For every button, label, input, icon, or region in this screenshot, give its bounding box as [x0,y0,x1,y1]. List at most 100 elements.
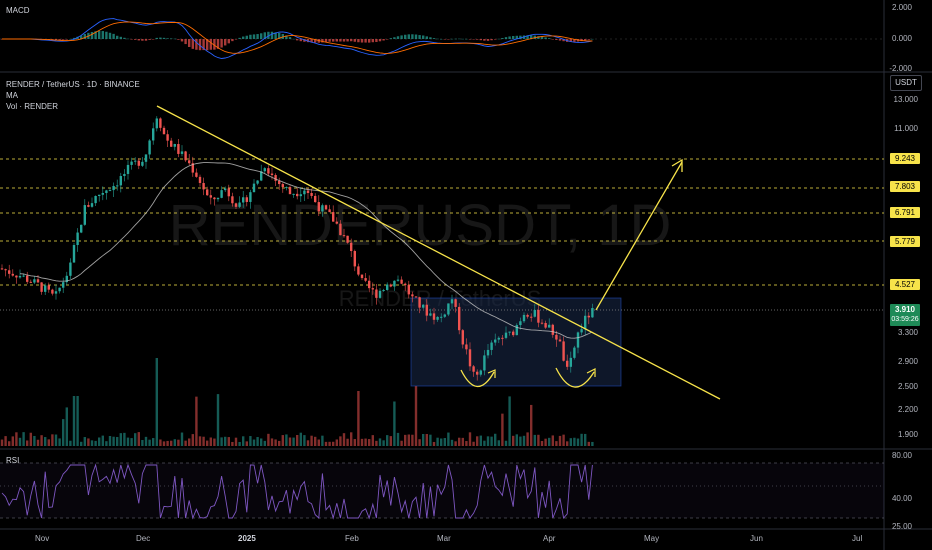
candle-body[interactable] [418,297,421,308]
candle-body[interactable] [360,274,364,279]
candle-body[interactable] [558,339,562,342]
candle-body[interactable] [123,173,126,177]
candle-body[interactable] [342,235,346,237]
candle-body[interactable] [335,221,338,224]
candle-body[interactable] [317,202,320,212]
candle-body[interactable] [72,245,76,263]
candle-body[interactable] [332,212,335,222]
candle-body[interactable] [54,291,58,294]
candle-body[interactable] [490,342,493,350]
candle-body[interactable] [562,341,565,361]
candle-body[interactable] [299,194,302,197]
candle-body[interactable] [414,296,418,298]
candle-body[interactable] [137,160,140,166]
candle-body[interactable] [458,306,461,331]
candle-body[interactable] [465,344,468,350]
candle-body[interactable] [249,192,252,202]
candle-body[interactable] [443,314,446,317]
currency-button[interactable]: USDT [890,75,922,91]
candle-body[interactable] [260,171,263,181]
candle-body[interactable] [422,304,425,308]
candle-body[interactable] [47,285,50,290]
candle-body[interactable] [497,337,500,340]
candle-body[interactable] [231,196,234,204]
candle-body[interactable] [134,160,137,162]
candle-body[interactable] [263,168,266,172]
candle-body[interactable] [324,205,328,210]
candle-body[interactable] [270,173,274,176]
candle-body[interactable] [15,275,18,278]
candle-body[interactable] [162,127,166,135]
candle-body[interactable] [216,197,220,200]
rsi-title[interactable]: RSI [6,456,20,465]
candle-body[interactable] [224,188,227,191]
candle-body[interactable] [548,324,551,328]
candle-body[interactable] [339,223,342,236]
bottom-arc-right[interactable] [555,367,595,388]
signal-line[interactable] [2,21,593,54]
candle-body[interactable] [152,128,155,141]
candle-body[interactable] [555,334,558,340]
candle-body[interactable] [256,180,259,184]
candle-body[interactable] [486,349,490,356]
candle-body[interactable] [195,172,198,177]
candle-body[interactable] [296,193,299,197]
candle-body[interactable] [393,280,396,287]
candle-body[interactable] [166,134,169,141]
candle-body[interactable] [180,151,184,154]
level-badge[interactable]: 5.779 [890,236,920,247]
candle-body[interactable] [425,304,428,316]
candle-body[interactable] [472,366,475,372]
candle-body[interactable] [310,192,313,196]
candle-body[interactable] [285,187,288,189]
range-rectangle[interactable] [410,297,622,387]
candle-body[interactable] [454,299,457,307]
candle-body[interactable] [587,315,590,318]
candle-body[interactable] [22,275,25,277]
macd-line[interactable] [2,18,593,59]
candle-body[interactable] [292,193,295,195]
candle-body[interactable] [141,161,144,166]
candle-body[interactable] [69,262,72,276]
candle-body[interactable] [436,316,439,320]
candle-body[interactable] [206,189,209,196]
candle-body[interactable] [483,355,486,371]
candle-body[interactable] [447,303,450,315]
candle-body[interactable] [494,339,497,343]
candle-body[interactable] [11,273,14,276]
candle-body[interactable] [159,118,162,128]
candle-body[interactable] [112,185,115,191]
candle-body[interactable] [245,197,248,202]
candle-body[interactable] [386,284,389,291]
candle-body[interactable] [432,313,436,320]
candle-body[interactable] [429,313,432,316]
candle-body[interactable] [540,322,544,324]
level-badge[interactable]: 9.243 [890,153,920,164]
candle-body[interactable] [350,242,353,252]
candle-body[interactable] [29,281,32,283]
candle-body[interactable] [76,232,79,246]
candle-body[interactable] [4,269,7,271]
candle-body[interactable] [314,195,317,203]
candle-body[interactable] [36,279,40,283]
candle-body[interactable] [537,309,540,323]
candle-body[interactable] [306,190,310,193]
candle-body[interactable] [188,160,191,164]
candle-body[interactable] [396,279,400,281]
candle-body[interactable] [411,294,414,297]
candle-body[interactable] [191,163,194,173]
macd-title[interactable]: MACD [6,6,30,15]
current-price-badge[interactable]: 3.910 03:59:26 [890,304,920,326]
candle-body[interactable] [576,332,580,348]
candle-body[interactable] [346,235,349,243]
symbol-title[interactable]: RENDER / TetherUS · 1D · BINANCE [6,80,140,89]
candle-body[interactable] [18,275,22,278]
candle-body[interactable] [357,266,360,275]
projection-arrow[interactable] [595,161,683,311]
candle-body[interactable] [119,176,122,186]
candle-body[interactable] [220,190,223,198]
candle-body[interactable] [378,290,382,298]
candle-body[interactable] [468,349,472,367]
candle-body[interactable] [544,322,547,328]
